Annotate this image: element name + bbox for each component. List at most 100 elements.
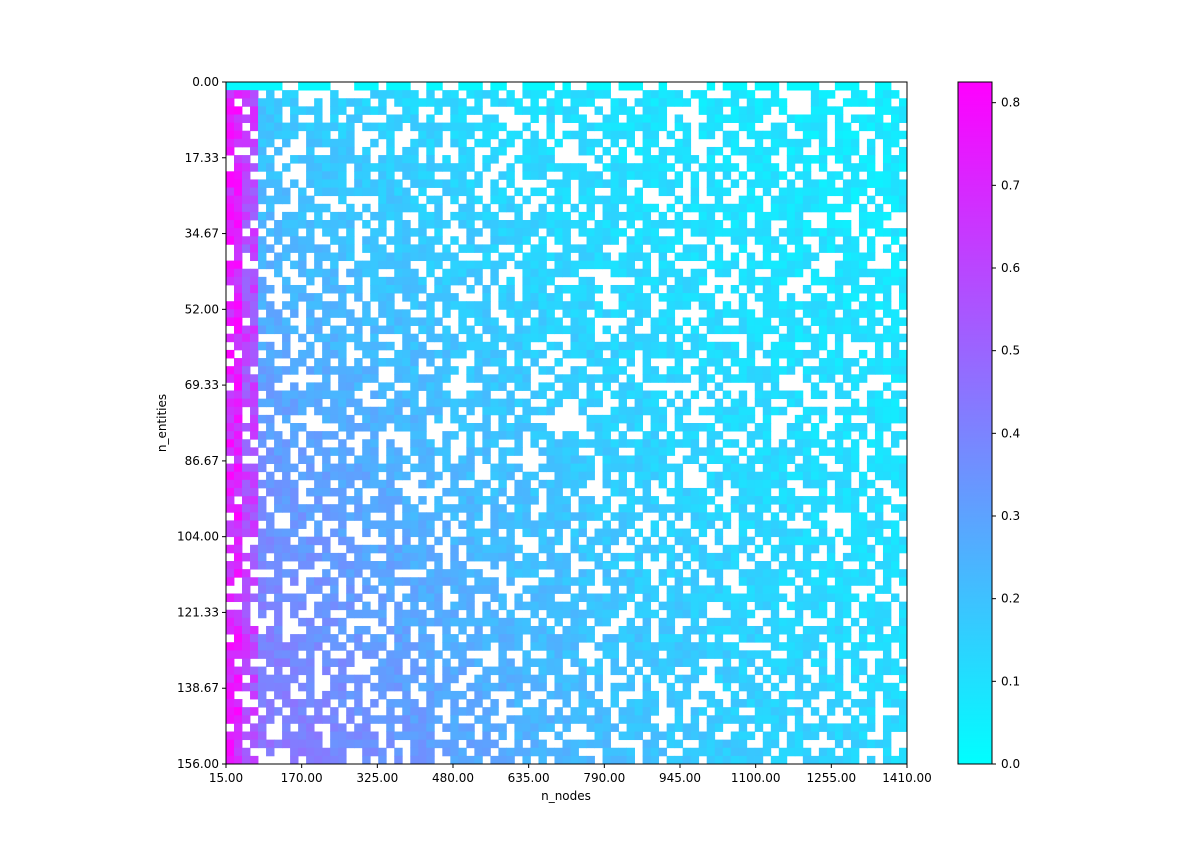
heatmap-cell xyxy=(258,301,267,310)
heatmap-cell xyxy=(354,211,363,221)
heatmap-cell xyxy=(746,479,756,489)
heatmap-cell xyxy=(554,528,563,538)
heatmap-cell xyxy=(482,439,491,448)
heatmap-cell xyxy=(642,146,652,156)
heatmap-cell xyxy=(482,349,491,359)
heatmap-cell xyxy=(586,374,595,383)
heatmap-cell xyxy=(594,228,603,237)
heatmap-cell xyxy=(242,293,251,302)
heatmap-cell xyxy=(658,90,668,99)
heatmap-cell xyxy=(842,455,852,464)
heatmap-cell xyxy=(546,512,555,521)
heatmap-cell xyxy=(434,130,443,140)
heatmap-cell xyxy=(266,423,275,432)
heatmap-cell xyxy=(234,179,243,188)
heatmap-cell xyxy=(346,731,355,741)
heatmap-cell xyxy=(890,155,900,164)
heatmap-cell xyxy=(458,561,467,570)
heatmap-cell xyxy=(706,155,716,164)
heatmap-cell xyxy=(362,707,371,716)
heatmap-cell xyxy=(298,293,307,302)
heatmap-cell xyxy=(330,755,339,765)
heatmap-cell xyxy=(778,211,788,221)
heatmap-cell xyxy=(738,496,748,505)
heatmap-cell xyxy=(762,504,772,513)
heatmap-cell xyxy=(682,504,692,513)
heatmap-cell xyxy=(290,739,299,749)
heatmap-cell xyxy=(498,187,507,197)
heatmap-cell xyxy=(650,122,660,132)
heatmap-cell xyxy=(314,301,323,310)
heatmap-cell xyxy=(578,674,587,684)
heatmap-cell xyxy=(418,479,427,489)
heatmap-cell xyxy=(378,406,387,416)
heatmap-cell xyxy=(642,228,652,237)
heatmap-cell xyxy=(690,179,700,188)
heatmap-cell xyxy=(266,195,275,205)
heatmap-cell xyxy=(714,431,724,440)
heatmap-cell xyxy=(754,146,764,156)
heatmap-cell xyxy=(378,130,387,140)
heatmap-cell xyxy=(226,171,235,180)
heatmap-cell xyxy=(738,301,748,310)
heatmap-cell xyxy=(394,179,403,188)
heatmap-cell xyxy=(826,593,836,603)
heatmap-cell xyxy=(354,268,363,278)
heatmap-cell xyxy=(810,82,820,91)
heatmap-cell xyxy=(890,228,900,237)
heatmap-cell xyxy=(642,333,652,343)
heatmap-cell xyxy=(746,90,756,99)
heatmap-cell xyxy=(618,309,627,318)
heatmap-cell xyxy=(314,528,323,538)
heatmap-cell xyxy=(378,520,387,529)
heatmap-cell xyxy=(706,211,716,221)
heatmap-cell xyxy=(874,398,884,408)
heatmap-cell xyxy=(682,398,692,408)
heatmap-cell xyxy=(730,406,740,416)
heatmap-cell xyxy=(594,171,603,180)
heatmap-cell xyxy=(330,414,339,424)
heatmap-cell xyxy=(634,414,644,424)
heatmap-cell xyxy=(858,625,868,635)
heatmap-cell xyxy=(442,658,451,667)
heatmap-cell xyxy=(410,552,419,562)
heatmap-cell xyxy=(866,707,876,716)
heatmap-cell xyxy=(282,333,291,343)
heatmap-cell xyxy=(714,349,724,359)
heatmap-cell xyxy=(594,715,603,724)
heatmap-cell xyxy=(258,577,267,586)
heatmap-cell xyxy=(746,333,756,343)
heatmap-cell xyxy=(706,715,716,724)
heatmap-cell xyxy=(306,666,315,676)
heatmap-cell xyxy=(402,414,411,424)
heatmap-cell xyxy=(722,747,732,757)
heatmap-cell xyxy=(498,431,507,440)
heatmap-cell xyxy=(562,349,571,359)
heatmap-cell xyxy=(362,585,371,594)
heatmap-cell xyxy=(506,755,515,765)
heatmap-cell xyxy=(546,723,555,732)
heatmap-cell xyxy=(466,755,475,765)
heatmap-cell xyxy=(282,674,291,684)
heatmap-cell xyxy=(866,723,876,732)
heatmap-cell xyxy=(450,114,459,123)
heatmap-cell xyxy=(250,520,259,529)
heatmap-cell xyxy=(834,666,844,676)
heatmap-cell xyxy=(874,98,884,107)
heatmap-cell xyxy=(826,358,836,367)
heatmap-cell xyxy=(346,138,355,148)
heatmap-cell xyxy=(226,487,235,497)
heatmap-cell xyxy=(546,544,555,554)
heatmap-cell xyxy=(794,715,804,724)
heatmap-cell xyxy=(882,601,892,611)
heatmap-cell xyxy=(466,268,475,278)
heatmap-cell xyxy=(602,374,611,383)
heatmap-cell xyxy=(810,98,820,107)
heatmap-cell xyxy=(690,617,700,627)
heatmap-cell xyxy=(458,585,467,594)
heatmap-cell xyxy=(506,642,515,651)
heatmap-cell xyxy=(370,163,379,172)
heatmap-cell xyxy=(490,122,499,132)
heatmap-cell xyxy=(866,309,876,318)
heatmap-cell xyxy=(682,731,692,741)
